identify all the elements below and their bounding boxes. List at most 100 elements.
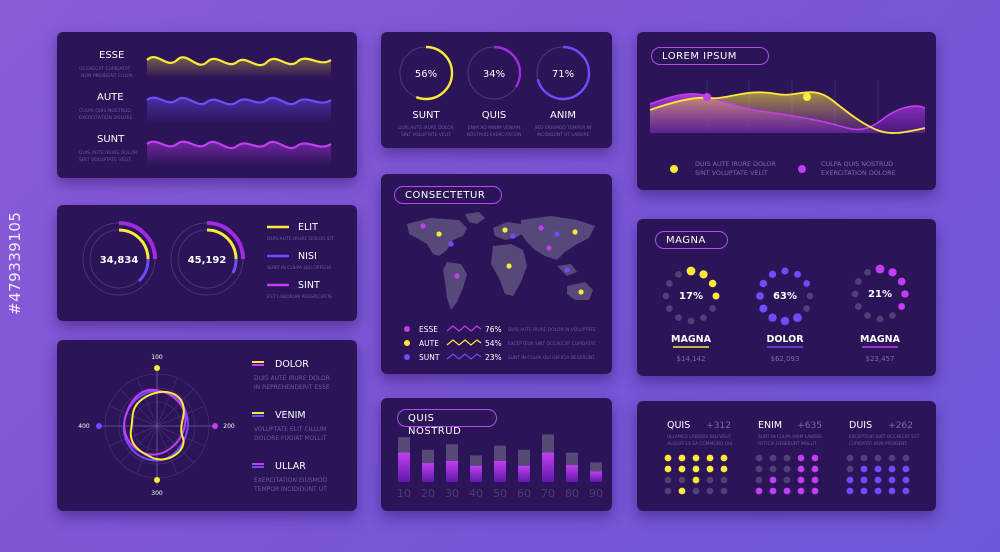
gauge-legend-sub-2: SUNT IN CULPA QUI OFFICIA xyxy=(267,265,332,271)
dot-ring-3-dot-11 xyxy=(854,278,862,285)
dot-ring-value-1: 17% xyxy=(679,291,703,302)
radar-legend-label-1: DOLOR xyxy=(275,359,309,370)
matrix-2-dot-18 xyxy=(783,487,791,495)
matrix-1-dot-1 xyxy=(664,454,672,462)
matrix-2-dot-12 xyxy=(769,476,777,484)
matrix-1-line2: ALIQUIP EX EA COMMODO QUI xyxy=(667,441,732,447)
dot-ring-3-dot-12 xyxy=(864,268,871,276)
matrix-1-dot-17 xyxy=(678,487,686,495)
bar-tick-50: 50 xyxy=(493,487,507,500)
ring-sub1-2: ENIM AD MINIM VENIAM xyxy=(468,125,521,131)
map-legend-dot-2 xyxy=(404,340,410,346)
dot-ring-amount-1: $14,142 xyxy=(677,355,706,363)
continent-africa xyxy=(491,244,527,296)
gauge-2-arc-purple xyxy=(206,221,245,260)
radar-tick-right: 200 xyxy=(223,423,235,430)
matrix-2-dot-9 xyxy=(797,465,805,473)
world-map-panel: CONSECTETUR ESSE AUTE SUNT xyxy=(381,174,612,374)
dot-ring-1-dot-8 xyxy=(675,314,682,322)
matrix-3-dot-15 xyxy=(902,476,910,484)
map-marker-6 xyxy=(510,233,516,239)
bar-tick-80: 80 xyxy=(565,487,579,500)
dot-ring-amount-3: $23,457 xyxy=(866,355,895,363)
ring-arc-1 xyxy=(398,45,454,101)
matrix-1-dot-15 xyxy=(720,476,728,484)
dot-ring-2-dot-6 xyxy=(793,313,802,323)
matrix-2-dot-10 xyxy=(811,465,819,473)
map-marker-12 xyxy=(564,267,570,273)
matrix-1-dot-7 xyxy=(678,465,686,473)
dot-ring-1-dot-1 xyxy=(686,266,696,276)
matrix-2-line1: SUNT IN CULPA ANIM LABORE xyxy=(758,434,822,440)
radar-legend-1-line1: DUIS AUTE IRURE DOLOR xyxy=(254,375,330,382)
bar-tick-90: 90 xyxy=(589,487,603,500)
dot-ring-3-dot-9 xyxy=(854,303,862,310)
matrix-2-dot-17 xyxy=(769,487,777,495)
matrix-2-dot-16 xyxy=(755,487,763,495)
dot-ring-3-dot-5 xyxy=(898,303,906,310)
map-marker-9 xyxy=(554,231,560,237)
dot-ring-2-dot-11 xyxy=(759,279,768,288)
gauge-legend-sub-3: EST LABORUM PERSPICIATIS xyxy=(267,294,332,300)
matrix-2-dot-3 xyxy=(783,454,791,462)
dot-ring-3-dot-6 xyxy=(889,312,896,320)
radar-legend-1-line2: IN REPREHENDERIT ESSE xyxy=(254,384,330,391)
matrix-3-dot-13 xyxy=(874,476,882,484)
continent-south-america xyxy=(443,262,467,310)
matrix-3-dot-3 xyxy=(874,454,882,462)
map-marker-4 xyxy=(454,273,460,279)
matrix-3-dot-17 xyxy=(860,487,868,495)
bar-tick-20: 20 xyxy=(421,487,435,500)
dot-ring-label-2: DOLOR xyxy=(766,334,804,345)
matrix-1-dot-3 xyxy=(692,454,700,462)
matrix-3-dot-20 xyxy=(902,487,910,495)
matrix-2-dot-5 xyxy=(811,454,819,462)
matrix-2-dot-11 xyxy=(755,476,763,484)
percent-rings-svg: 56% 34% 71% SUNT QUIS ANIM DUIS AUTE IRU… xyxy=(398,45,591,138)
gauge-2-arc-blue xyxy=(231,258,238,274)
bar-chart-tag: QUIS NOSTRUD xyxy=(397,409,497,437)
map-legend-label-1: ESSE xyxy=(419,325,438,334)
matrix-1-dot-10 xyxy=(720,465,728,473)
matrix-2-dot-19 xyxy=(797,487,805,495)
gauges-svg: 34,834 45,192 ELIT NISI SINT DUIS AUTE I… xyxy=(82,221,334,300)
wave-sub2-3: SINT VOLUPTATE VELIT xyxy=(79,157,131,163)
bar-front-80 xyxy=(566,465,578,482)
gauge-1-value: 34,834 xyxy=(100,255,139,266)
map-marker-1 xyxy=(420,223,426,229)
area-legend-dot-2 xyxy=(798,165,806,173)
dot-ring-3-dot-10 xyxy=(851,290,859,298)
matrix-1-dot-16 xyxy=(664,487,672,495)
wave-sub2-1: NON PROIDENT CULPA xyxy=(81,73,134,79)
bar-front-70 xyxy=(542,452,554,482)
wave-label-1: ESSE xyxy=(99,50,124,61)
dot-ring-label-3: MAGNA xyxy=(860,334,901,345)
ring-arc-2 xyxy=(466,45,522,101)
matrix-3-dot-14 xyxy=(888,476,896,484)
matrix-1-dot-14 xyxy=(706,476,714,484)
map-marker-7 xyxy=(506,263,512,269)
world-map-tag: CONSECTETUR xyxy=(394,186,502,204)
ring-arc-3 xyxy=(535,45,591,101)
radar-tick-left: 400 xyxy=(78,423,90,430)
wave-fill-2 xyxy=(147,97,331,124)
dot-ring-2-dot-9 xyxy=(759,304,768,313)
matrix-1-dot-6 xyxy=(664,465,672,473)
matrix-1-dot-18 xyxy=(692,487,700,495)
radar-legend-2-line1: VOLUPTATE ELIT CILLUM xyxy=(254,426,326,433)
bar-tick-60: 60 xyxy=(517,487,531,500)
wave-sub1-2: CULPA QUIS NOSTRUD xyxy=(79,108,131,114)
dot-ring-amount-2: $62,093 xyxy=(771,355,800,363)
dot-ring-3-dot-4 xyxy=(901,290,909,298)
map-marker-5 xyxy=(502,227,508,233)
bar-chart-panel: QUIS NOSTRUD 10 20 30 40 50 60 70 80 90 xyxy=(381,398,612,511)
map-marker-2 xyxy=(436,231,442,237)
matrix-2-dot-2 xyxy=(769,454,777,462)
gauge-legend-label-3: SINT xyxy=(298,280,320,291)
matrix-3-dot-11 xyxy=(846,476,854,484)
dot-matrix-svg: QUIS ENIM DUIS +312 +635 +262 ULLAMCO LA… xyxy=(664,420,920,495)
dot-ring-2-dot-8 xyxy=(768,313,777,322)
map-marker-3 xyxy=(448,241,454,247)
dot-ring-2-dot-4 xyxy=(806,292,814,300)
matrix-3-line1: EXCEPTEUR SINT OCCAECAT EST xyxy=(849,434,920,440)
